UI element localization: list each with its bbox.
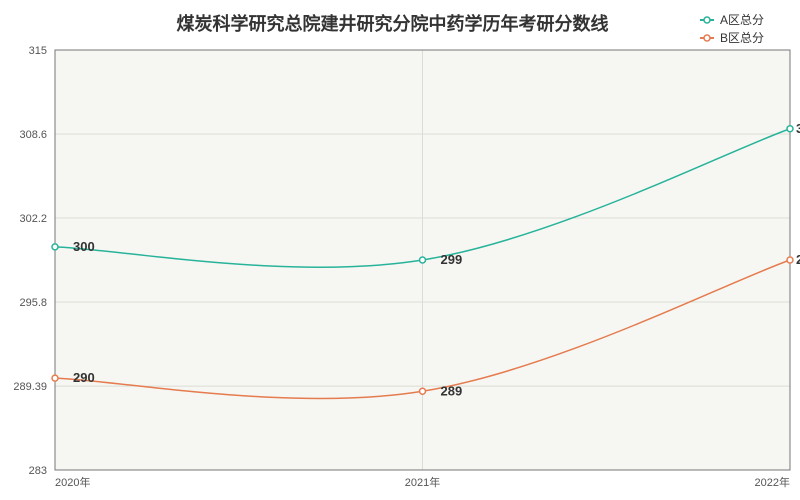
x-tick-label: 2022年 [755,475,790,489]
legend-marker [704,35,710,41]
y-tick-label: 295.8 [19,297,47,309]
legend-label: B区总分 [720,31,764,45]
legend-marker [704,17,710,23]
data-label: 290 [73,370,95,385]
chart-title: 煤炭科学研究总院建井研究分院中药学历年考研分数线 [177,13,609,34]
x-tick-label: 2020年 [55,475,90,489]
data-label: 299 [441,252,463,267]
data-label: 299 [796,252,800,267]
y-tick-label: 289.39 [13,381,47,393]
y-tick-label: 283 [29,465,47,477]
data-point [420,388,426,394]
data-label: 289 [441,383,463,398]
y-tick-label: 302.2 [19,213,47,225]
data-point [787,126,793,132]
data-point [52,375,58,381]
data-label: 300 [73,239,95,254]
y-tick-label: 315 [29,45,47,57]
data-point [420,257,426,263]
data-label: 309 [796,121,800,136]
chart-container: 283 289.39 295.8 302.2 308.6 315 2020年 2021年 202… [0,0,800,500]
data-point [787,257,793,263]
x-tick-label: 2021年 [405,475,440,489]
legend-label: A区总分 [720,13,764,27]
data-point [52,244,58,250]
y-tick-label: 308.6 [19,129,47,141]
line-chart: 283 289.39 295.8 302.2 308.6 315 2020年 2021年 202… [0,0,800,500]
